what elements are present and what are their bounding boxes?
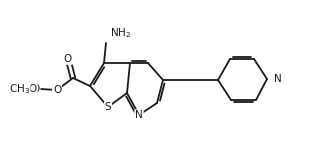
Text: N: N	[135, 110, 143, 120]
Text: O: O	[53, 85, 61, 95]
Text: O: O	[64, 54, 72, 64]
Text: O: O	[32, 84, 40, 94]
Text: O: O	[64, 54, 72, 64]
Text: NH$_2$: NH$_2$	[110, 26, 131, 40]
Text: CH$_3$: CH$_3$	[9, 82, 30, 96]
Text: N: N	[274, 74, 282, 84]
Text: S: S	[105, 102, 111, 112]
Text: O: O	[53, 85, 61, 95]
Text: O: O	[29, 84, 37, 94]
Text: S: S	[105, 102, 111, 112]
Text: N: N	[135, 110, 143, 120]
